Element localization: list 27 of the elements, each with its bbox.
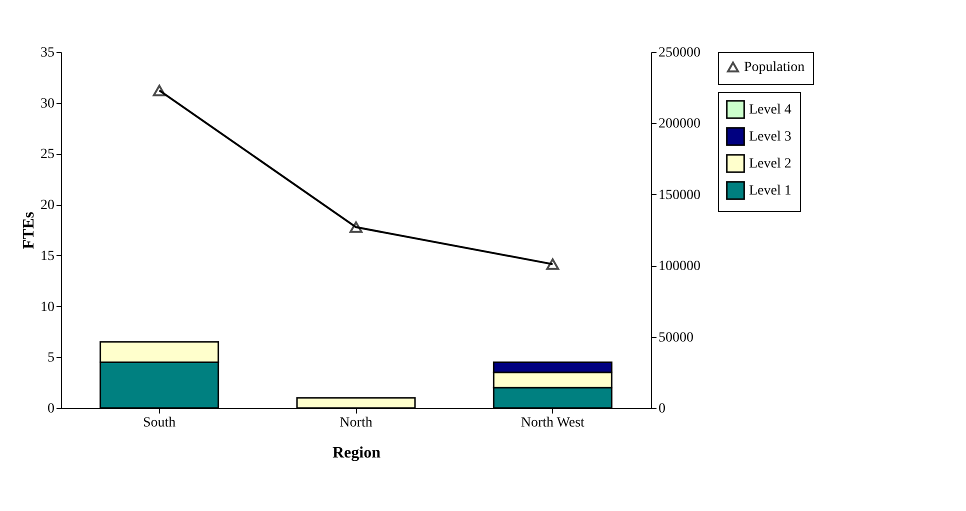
y-tick-label: 35 xyxy=(40,46,54,60)
legend-label: Level 1 xyxy=(749,184,792,198)
y2-tick-label: 0 xyxy=(658,402,666,416)
legend-label: Level 3 xyxy=(749,130,792,144)
y-tick-label: 0 xyxy=(48,402,54,416)
y-tick-label: 5 xyxy=(48,350,54,366)
legend-label: Level 4 xyxy=(749,102,792,118)
y-axis-title: FTEs xyxy=(20,212,38,250)
y2-tick-label: 150000 xyxy=(658,188,700,203)
point xyxy=(350,221,362,233)
x-axis-title: Region xyxy=(332,444,381,462)
y-tick-label: 30 xyxy=(40,96,54,112)
y2-tick-label: 250000 xyxy=(658,46,700,60)
y2-tick-label: 100000 xyxy=(658,259,700,274)
y-tick-label: 25 xyxy=(40,147,54,162)
legend-label: Population xyxy=(744,60,805,75)
x-tick-label: South xyxy=(142,416,176,430)
x-tick-label: North West xyxy=(520,416,585,430)
point xyxy=(546,258,560,270)
legend-label: Level 2 xyxy=(749,156,792,172)
y-tick-label: 15 xyxy=(40,248,54,264)
y2-tick-label: 50000 xyxy=(658,330,694,346)
y2-tick-label: 200000 xyxy=(658,116,700,132)
y-tick-label: 10 xyxy=(40,300,54,315)
x-tick-label: North xyxy=(340,416,372,430)
point xyxy=(152,84,166,96)
y-tick-label: 20 xyxy=(40,198,54,214)
